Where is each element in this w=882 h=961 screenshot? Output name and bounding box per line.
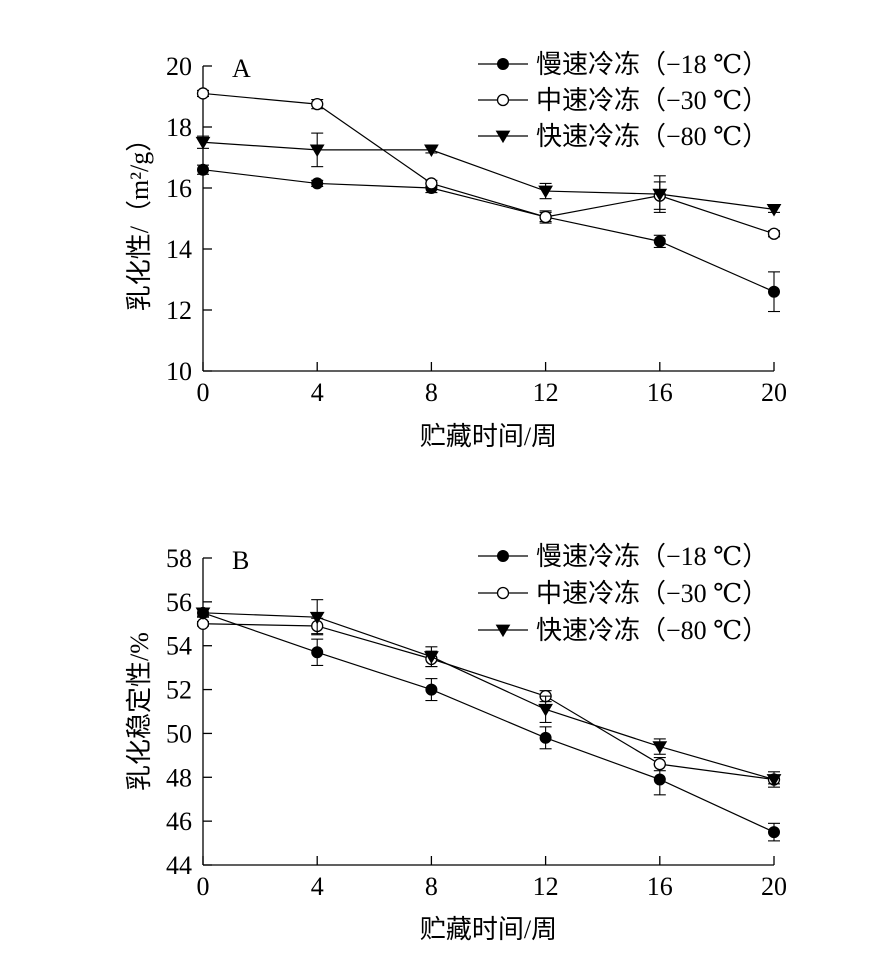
x-tick-label: 0 xyxy=(197,872,210,901)
data-point xyxy=(424,144,439,158)
legend-label: 中速冷冻（−30 ℃） xyxy=(536,86,768,115)
legend-marker xyxy=(496,586,510,600)
series-line xyxy=(202,612,775,833)
data-point xyxy=(197,163,209,176)
x-tick-label: 4 xyxy=(311,872,324,901)
data-point xyxy=(767,227,781,240)
legend-marker xyxy=(496,93,510,107)
data-point xyxy=(195,607,211,620)
legend-marker xyxy=(497,58,509,70)
data-point xyxy=(653,235,666,248)
data-point xyxy=(538,703,553,717)
data-point xyxy=(768,826,780,839)
legend-marker xyxy=(495,130,511,144)
y-tick-label: 18 xyxy=(166,113,192,142)
y-tick-label: 16 xyxy=(166,174,192,203)
legend-label: 快速冷冻（−80 ℃） xyxy=(536,616,768,645)
y-tick-label: 44 xyxy=(166,851,192,880)
data-point xyxy=(309,144,325,158)
y-tick-label: 54 xyxy=(166,632,192,661)
x-tick-label: 20 xyxy=(761,872,787,901)
legend-entry: 慢速冷冻（−18 ℃） xyxy=(478,542,768,571)
data-point xyxy=(309,611,325,625)
y-tick-label: 58 xyxy=(166,544,192,573)
data-point xyxy=(311,97,324,111)
data-point xyxy=(652,741,668,754)
y-axis-title: 乳化稳定性/% xyxy=(125,632,154,791)
panel-label: B xyxy=(232,546,249,575)
x-tick-label: 16 xyxy=(647,872,673,901)
x-tick-label: 4 xyxy=(311,378,324,407)
x-axis-title: 贮藏时间/周 xyxy=(420,422,557,451)
legend-marker xyxy=(497,550,509,562)
data-point xyxy=(653,757,666,771)
data-point xyxy=(425,683,438,696)
y-tick-label: 46 xyxy=(166,807,192,836)
legend-marker xyxy=(495,624,511,638)
y-tick-label: 50 xyxy=(166,719,192,748)
data-point xyxy=(311,646,324,659)
y-tick-label: 56 xyxy=(166,588,192,617)
x-tick-label: 0 xyxy=(197,378,210,407)
x-tick-label: 8 xyxy=(425,872,438,901)
series-filled-triangle-down xyxy=(195,599,782,787)
y-tick-label: 52 xyxy=(166,676,192,705)
series-line xyxy=(202,623,775,781)
y-tick-label: 14 xyxy=(166,235,192,264)
legend-entry: 快速冷冻（−80 ℃） xyxy=(478,122,768,151)
legend-entry: 快速冷冻（−80 ℃） xyxy=(478,616,768,645)
chart-panel-a: 10 12 14 16 18 20 0 4 8 12 16 20 贮藏时间/周 乳化性/（m²/g） A 慢速… xyxy=(125,50,787,451)
y-axis-title: 乳化性/（m²/g） xyxy=(125,126,154,311)
data-point xyxy=(766,774,782,787)
data-point xyxy=(653,773,666,786)
data-point xyxy=(196,87,210,100)
data-point xyxy=(195,136,211,150)
data-point xyxy=(766,203,782,217)
x-tick-label: 8 xyxy=(425,378,438,407)
legend-label: 慢速冷冻（−18 ℃） xyxy=(536,50,768,79)
legend-entry: 慢速冷冻（−18 ℃） xyxy=(478,50,768,79)
series-line xyxy=(202,141,775,210)
data-point xyxy=(539,210,552,224)
y-tick-label: 10 xyxy=(166,357,192,386)
panel-label: A xyxy=(232,54,251,83)
y-tick-label: 20 xyxy=(166,52,192,81)
x-tick-label: 20 xyxy=(761,378,787,407)
x-tick-label: 12 xyxy=(533,872,559,901)
data-point xyxy=(768,285,780,298)
data-point xyxy=(539,731,552,744)
x-tick-label: 12 xyxy=(533,378,559,407)
series-filled-circle xyxy=(197,606,780,842)
series-line xyxy=(202,612,775,781)
series-filled-triangle-down xyxy=(195,132,782,217)
y-tick-label: 48 xyxy=(166,763,192,792)
legend-label: 快速冷冻（−80 ℃） xyxy=(536,122,768,151)
legend-entry: 中速冷冻（−30 ℃） xyxy=(478,579,768,608)
x-tick-label: 16 xyxy=(647,378,673,407)
series-line xyxy=(202,92,775,235)
data-point xyxy=(538,185,553,199)
series-line xyxy=(202,169,775,293)
legend-label: 慢速冷冻（−18 ℃） xyxy=(536,542,768,571)
data-point xyxy=(311,177,324,190)
legend-entry: 中速冷冻（−30 ℃） xyxy=(478,86,768,115)
series-filled-circle xyxy=(197,163,780,313)
x-axis-title: 贮藏时间/周 xyxy=(420,915,557,944)
y-tick-label: 12 xyxy=(166,296,192,325)
data-point xyxy=(424,651,439,664)
data-point xyxy=(425,177,438,190)
legend-label: 中速冷冻（−30 ℃） xyxy=(536,579,768,608)
data-point xyxy=(652,188,668,202)
